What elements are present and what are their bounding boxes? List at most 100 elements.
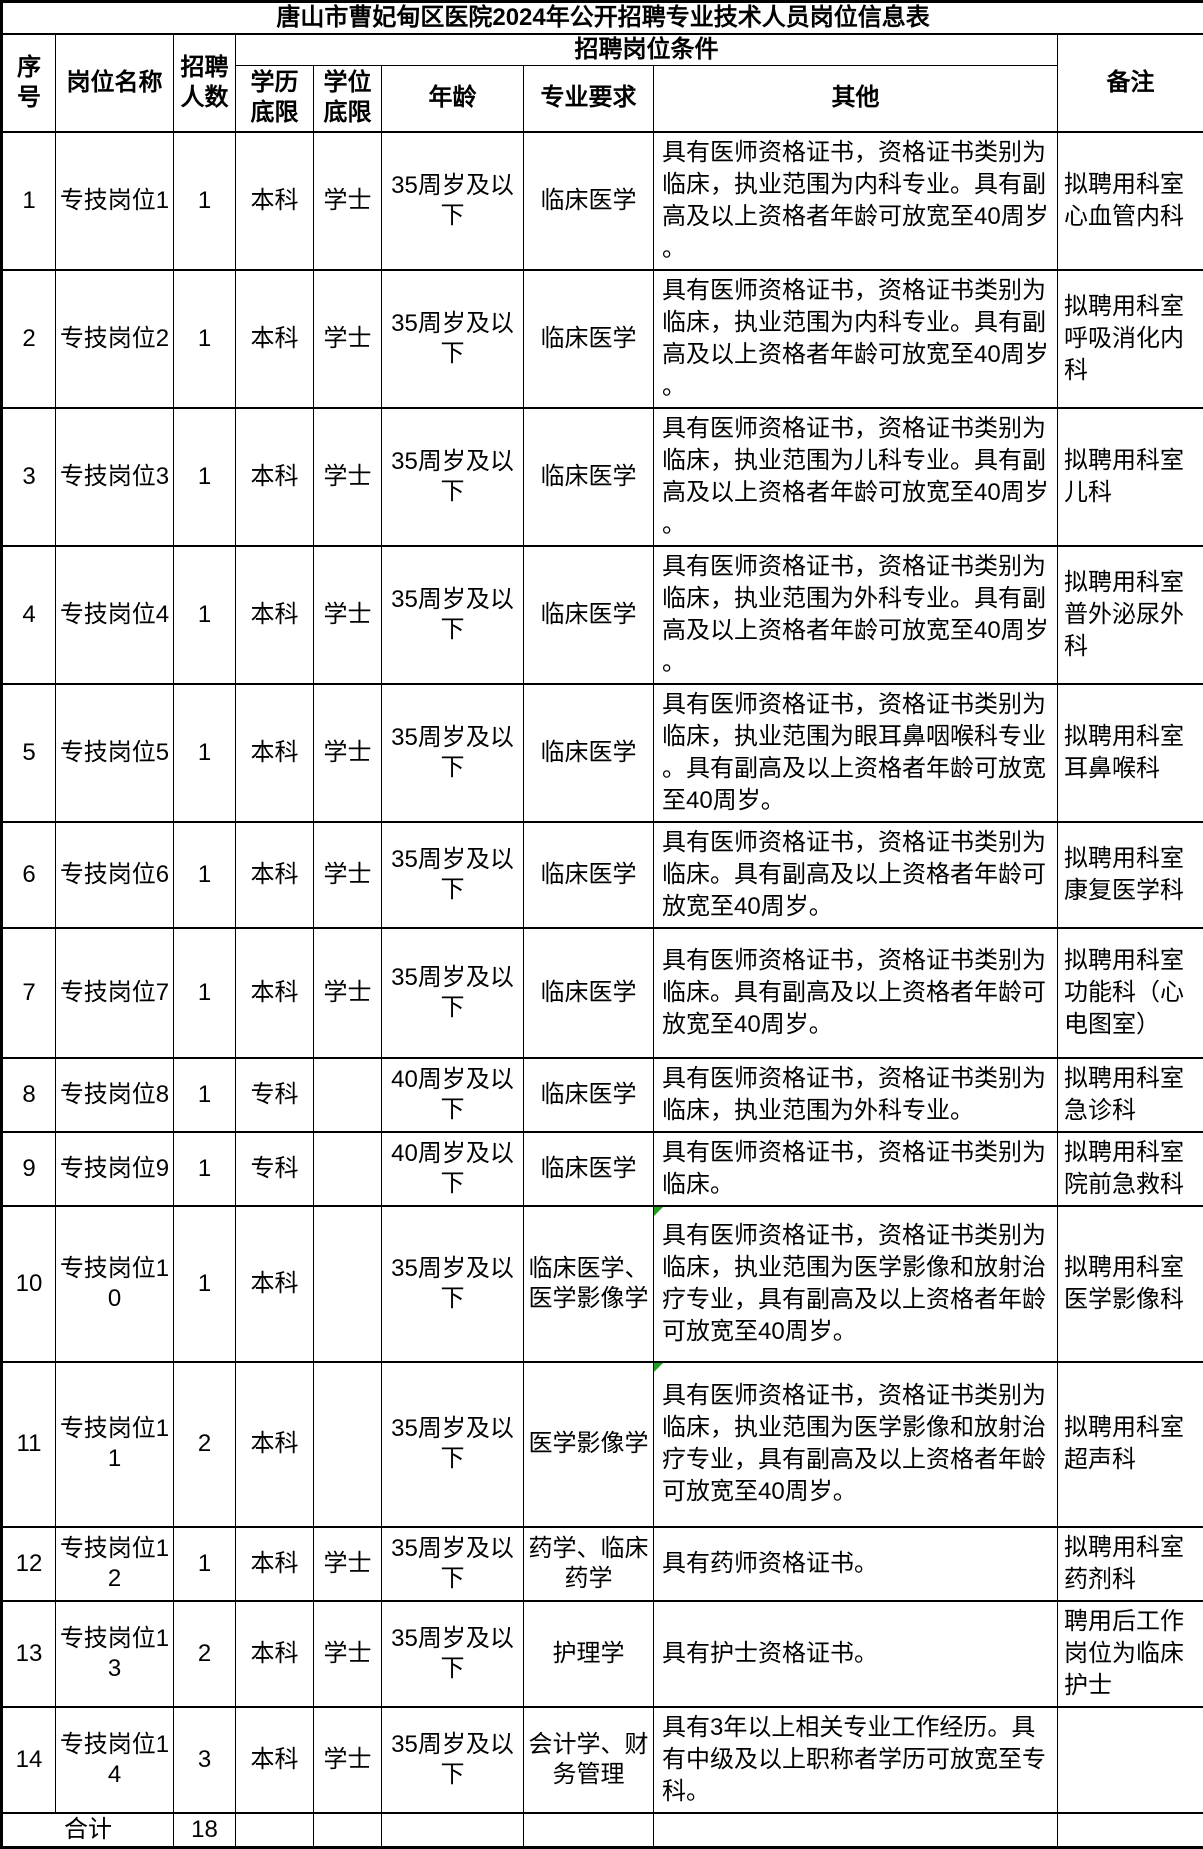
cell-education: 本科 xyxy=(236,1707,314,1813)
cell-education: 本科 xyxy=(236,1601,314,1707)
cell-remark: 拟聘用科室普外泌尿外科 xyxy=(1058,546,1203,684)
cell-no: 5 xyxy=(2,684,56,822)
table-row: 6 专技岗位6 1 本科 学士 35周岁及以下 临床医学 具有医师资格证书，资格… xyxy=(2,822,1203,928)
cell-education: 本科 xyxy=(236,132,314,270)
cell-degree: 学士 xyxy=(314,822,382,928)
cell-major: 临床医学 xyxy=(524,408,654,546)
cell-degree: 学士 xyxy=(314,1527,382,1601)
table-row: 13 专技岗位13 2 本科 学士 35周岁及以下 护理学 具有护士资格证书。 … xyxy=(2,1601,1203,1707)
cell-count: 2 xyxy=(174,1601,236,1707)
cell-education: 本科 xyxy=(236,822,314,928)
cell-education: 本科 xyxy=(236,1362,314,1527)
cell-no: 6 xyxy=(2,822,56,928)
cell-age: 40周岁及以下 xyxy=(382,1058,524,1132)
cell-other: 具有医师资格证书，资格证书类别为临床。具有副高及以上资格者年龄可放宽至40周岁。 xyxy=(654,928,1058,1058)
cell-degree: 学士 xyxy=(314,1601,382,1707)
cell-age: 35周岁及以下 xyxy=(382,1527,524,1601)
table-row: 14 专技岗位14 3 本科 学士 35周岁及以下 会计学、财务管理 具有3年以… xyxy=(2,1707,1203,1813)
cell-position-name: 专技岗位8 xyxy=(56,1058,174,1132)
table-row: 12 专技岗位12 1 本科 学士 35周岁及以下 药学、临床药学 具有药师资格… xyxy=(2,1527,1203,1601)
table-row: 5 专技岗位5 1 本科 学士 35周岁及以下 临床医学 具有医师资格证书，资格… xyxy=(2,684,1203,822)
cell-remark: 拟聘用科室医学影像科 xyxy=(1058,1206,1203,1362)
cell-position-name: 专技岗位7 xyxy=(56,928,174,1058)
table-row: 2 专技岗位2 1 本科 学士 35周岁及以下 临床医学 具有医师资格证书，资格… xyxy=(2,270,1203,408)
cell-count: 1 xyxy=(174,1132,236,1206)
cell-major: 临床医学 xyxy=(524,928,654,1058)
cell-no: 12 xyxy=(2,1527,56,1601)
cell-degree: 学士 xyxy=(314,270,382,408)
cell-major: 临床医学 xyxy=(524,822,654,928)
header-remark: 备注 xyxy=(1058,34,1203,132)
cell-major: 会计学、财务管理 xyxy=(524,1707,654,1813)
cell-no: 13 xyxy=(2,1601,56,1707)
cell-major: 临床医学 xyxy=(524,132,654,270)
green-corner-marker xyxy=(654,1207,663,1216)
cell-education: 本科 xyxy=(236,270,314,408)
total-label-cell: 合计 xyxy=(2,1813,174,1848)
cell-other: 具有医师资格证书，资格证书类别为临床，执业范围为医学影像和放射治疗专业，具有副高… xyxy=(654,1206,1058,1362)
total-row: 合计 18 xyxy=(2,1813,1203,1848)
cell-no: 3 xyxy=(2,408,56,546)
cell-other: 具有3年以上相关专业工作经历。具有中级及以上职称者学历可放宽至专科。 xyxy=(654,1707,1058,1813)
cell-count: 1 xyxy=(174,1206,236,1362)
table-row: 10 专技岗位10 1 本科 35周岁及以下 临床医学、医学影像学 具有医师资格… xyxy=(2,1206,1203,1362)
cell-position-name: 专技岗位2 xyxy=(56,270,174,408)
cell-age: 35周岁及以下 xyxy=(382,132,524,270)
cell-degree: 学士 xyxy=(314,1707,382,1813)
cell-count: 1 xyxy=(174,270,236,408)
cell-major: 临床医学 xyxy=(524,270,654,408)
cell-count: 1 xyxy=(174,1058,236,1132)
cell-education: 本科 xyxy=(236,408,314,546)
cell-major: 临床医学 xyxy=(524,546,654,684)
cell-no: 1 xyxy=(2,132,56,270)
cell-education: 专科 xyxy=(236,1132,314,1206)
cell-count: 3 xyxy=(174,1707,236,1813)
cell-major: 临床医学、医学影像学 xyxy=(524,1206,654,1362)
cell-no: 10 xyxy=(2,1206,56,1362)
cell-major: 临床医学 xyxy=(524,684,654,822)
cell-other: 具有医师资格证书，资格证书类别为临床，执业范围为内科专业。具有副高及以上资格者年… xyxy=(654,132,1058,270)
table-row: 8 专技岗位8 1 专科 40周岁及以下 临床医学 具有医师资格证书，资格证书类… xyxy=(2,1058,1203,1132)
cell-other: 具有护士资格证书。 xyxy=(654,1601,1058,1707)
cell-age: 35周岁及以下 xyxy=(382,1206,524,1362)
cell-age: 35周岁及以下 xyxy=(382,684,524,822)
cell-position-name: 专技岗位10 xyxy=(56,1206,174,1362)
cell-other: 具有医师资格证书，资格证书类别为临床，执业范围为外科专业。 xyxy=(654,1058,1058,1132)
cell-position-name: 专技岗位3 xyxy=(56,408,174,546)
cell-age: 35周岁及以下 xyxy=(382,928,524,1058)
cell-count: 1 xyxy=(174,408,236,546)
cell-count: 1 xyxy=(174,928,236,1058)
cell-major: 医学影像学 xyxy=(524,1362,654,1527)
table-row: 11 专技岗位11 2 本科 35周岁及以下 医学影像学 具有医师资格证书，资格… xyxy=(2,1362,1203,1527)
cell-other: 具有药师资格证书。 xyxy=(654,1527,1058,1601)
cell-education: 本科 xyxy=(236,546,314,684)
cell-remark: 拟聘用科室心血管内科 xyxy=(1058,132,1203,270)
cell-no: 7 xyxy=(2,928,56,1058)
cell-position-name: 专技岗位4 xyxy=(56,546,174,684)
cell-age: 35周岁及以下 xyxy=(382,1707,524,1813)
cell-remark: 拟聘用科室康复医学科 xyxy=(1058,822,1203,928)
header-conditions: 招聘岗位条件 xyxy=(236,34,1058,66)
cell-count: 1 xyxy=(174,822,236,928)
cell-degree xyxy=(314,1132,382,1206)
cell-other: 具有医师资格证书，资格证书类别为临床。具有副高及以上资格者年龄可放宽至40周岁。 xyxy=(654,822,1058,928)
cell-education: 专科 xyxy=(236,1058,314,1132)
total-empty-cell xyxy=(654,1813,1058,1848)
cell-position-name: 专技岗位5 xyxy=(56,684,174,822)
cell-count: 1 xyxy=(174,132,236,270)
header-position-name: 岗位名称 xyxy=(56,34,174,132)
total-empty-cell xyxy=(382,1813,524,1848)
cell-remark: 拟聘用科室呼吸消化内科 xyxy=(1058,270,1203,408)
total-count-cell: 18 xyxy=(174,1813,236,1848)
header-no: 序号 xyxy=(2,34,56,132)
table-row: 1 专技岗位1 1 本科 学士 35周岁及以下 临床医学 具有医师资格证书，资格… xyxy=(2,132,1203,270)
cell-major: 护理学 xyxy=(524,1601,654,1707)
cell-degree xyxy=(314,1206,382,1362)
cell-no: 14 xyxy=(2,1707,56,1813)
table-row: 4 专技岗位4 1 本科 学士 35周岁及以下 临床医学 具有医师资格证书，资格… xyxy=(2,546,1203,684)
cell-age: 35周岁及以下 xyxy=(382,270,524,408)
cell-degree xyxy=(314,1058,382,1132)
header-age: 年龄 xyxy=(382,66,524,132)
